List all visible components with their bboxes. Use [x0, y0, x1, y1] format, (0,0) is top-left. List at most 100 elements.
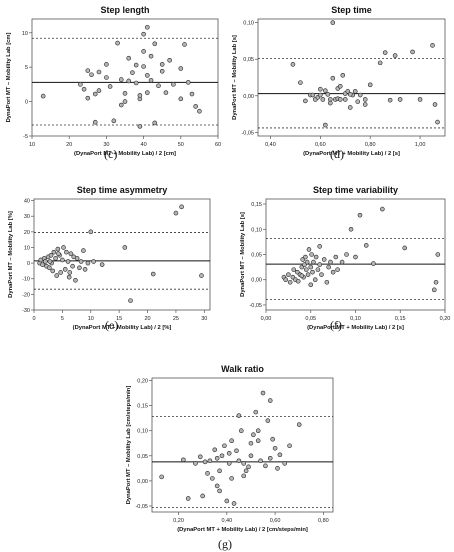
chart-0-data-point — [133, 62, 139, 68]
chart-2-data-point — [77, 265, 82, 271]
chart-4-data-point — [287, 443, 292, 449]
chart-0-plot-frame — [31, 18, 219, 137]
chart-4-data-point — [263, 463, 268, 469]
chart-2-x-tick-label: 10 — [88, 316, 94, 322]
chart-2-data-point — [88, 229, 94, 235]
chart-2-data-point — [58, 270, 63, 275]
chart-4-y-tick-label: 0,00 — [137, 479, 148, 485]
chart-3-data-point — [309, 252, 314, 257]
chart-1-data-point — [330, 20, 336, 25]
chart-4-y-tick-label: 0,15 — [137, 404, 148, 410]
chart-0-x-tick-label: 60 — [215, 142, 221, 148]
chart-2-title: Step time asymmetry — [77, 185, 168, 195]
chart-3-data-point — [291, 267, 297, 272]
chart-3-data-point — [303, 254, 308, 260]
chart-0-data-point — [78, 82, 83, 87]
chart-4-data-point — [205, 471, 210, 476]
chart-4-y-axis-label: DynaPort MT – Mobility Lab [cm/steps/min… — [126, 386, 132, 505]
chart-3-data-point — [326, 264, 331, 270]
chart-3-data-point — [344, 252, 349, 257]
chart-3-data-point — [328, 259, 333, 265]
chart-1-data-point — [352, 89, 358, 94]
chart-4-data-point — [222, 443, 227, 449]
chart-3-data-point — [305, 272, 311, 277]
chart-2-data-point — [67, 270, 73, 275]
chart-2-data-point — [48, 252, 54, 258]
chart-4-data-point — [267, 455, 273, 461]
chart-2-y-axis-label: DynaPort MT – Mobility Lab [%] — [8, 211, 14, 298]
chart-3-y-axis-label: DynaPort MT – Mobility Lab [s] — [240, 212, 246, 297]
chart-3-data-point — [312, 277, 318, 283]
chart-3-data-point — [308, 264, 314, 270]
chart-2-x-tick-label: 30 — [201, 316, 207, 322]
chart-4-data-point — [255, 428, 261, 433]
chart-2-data-point — [70, 263, 75, 269]
chart-2-y-tick-label: -30 — [22, 308, 30, 314]
chart-3-data-point — [363, 243, 369, 248]
chart-0-data-point — [145, 24, 150, 30]
chart-2-y-tick-label: -20 — [22, 292, 30, 298]
chart-3-data-point — [304, 259, 310, 265]
chart-4-data-point — [236, 413, 242, 418]
chart-2-data-point — [179, 204, 184, 210]
chart-0-data-point — [111, 118, 117, 124]
chart-0-data-point — [152, 120, 158, 126]
chart-3-data-point — [431, 287, 437, 293]
chart-4-data-point — [214, 483, 220, 489]
chart-1-x-tick-label: 0,80 — [365, 142, 376, 148]
chart-3-data-point — [311, 259, 316, 265]
chart-0-data-point — [122, 91, 128, 96]
chart-2-y-tick-label: 10 — [24, 245, 30, 251]
chart-4-data-point — [212, 447, 218, 453]
chart-3-data-point — [330, 269, 336, 275]
chart-3-data-point — [315, 267, 321, 272]
chart-3-data-point — [317, 244, 323, 249]
chart-2-data-point — [61, 245, 66, 250]
chart-4-data-point — [270, 436, 275, 442]
chart-2-data-point — [66, 274, 72, 280]
chart-0-data-point — [96, 69, 102, 75]
chart-1-x-tick-label: 1,00 — [415, 142, 426, 148]
panel-label-d: (d) — [330, 147, 344, 161]
chart-0-data-point — [107, 84, 113, 89]
chart-3-data-point — [321, 257, 327, 262]
chart-1-data-point — [330, 75, 336, 81]
chart-4-data-point — [267, 398, 273, 403]
chart-4-data-point — [238, 428, 244, 433]
chart-2-data-point — [91, 259, 96, 264]
chart-0-data-point — [152, 41, 158, 47]
chart-0-y-tick-label: -5 — [23, 134, 28, 140]
chart-4-x-tick-label: 0,40 — [221, 518, 232, 524]
chart-0-data-point — [141, 49, 146, 54]
chart-0-data-point — [145, 90, 150, 95]
chart-1-data-point — [432, 102, 438, 107]
chart-4-title: Walk ratio — [221, 364, 264, 374]
chart-0-data-point — [178, 96, 184, 102]
chart-4-x-tick-label: 0,80 — [318, 518, 329, 524]
chart-1-data-point — [397, 97, 403, 102]
chart-1-data-point — [290, 62, 296, 67]
chart-4-data-point — [251, 432, 256, 438]
chart-1-x-tick-label: 0,60 — [315, 142, 326, 148]
chart-3-data-point — [402, 245, 408, 251]
chart-3-data-point — [353, 254, 358, 260]
chart-4-data-point — [219, 453, 225, 459]
chart-1-data-point — [318, 92, 323, 98]
chart-4-data-point — [231, 501, 237, 506]
chart-2-data-point — [60, 257, 65, 263]
chart-3-data-point — [299, 273, 305, 278]
chart-3-data-point — [371, 261, 376, 266]
chart-0-data-point — [137, 124, 143, 129]
chart-4-data-point — [246, 464, 251, 470]
panel-label-c: (c) — [104, 147, 118, 161]
chart-4-data-point — [241, 473, 247, 479]
chart-2-data-point — [122, 245, 128, 250]
chart-0-data-point — [92, 119, 98, 125]
chart-4-data-point — [193, 461, 198, 466]
chart-2-data-point — [55, 246, 61, 252]
chart-0-data-point — [182, 42, 187, 47]
chart-3-data-point — [380, 206, 385, 212]
chart-3-data-point — [319, 272, 324, 277]
chart-1-data-point — [367, 82, 373, 88]
